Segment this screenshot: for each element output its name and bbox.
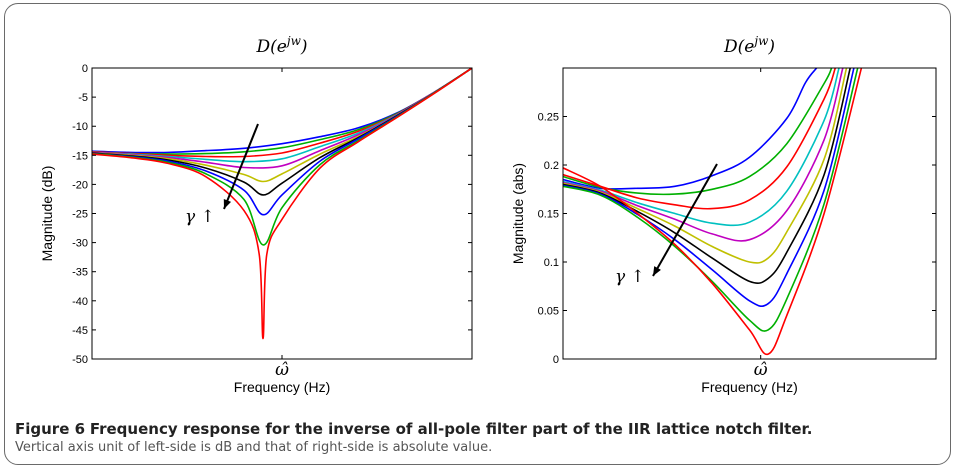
y-tick-label: -5 xyxy=(78,92,88,104)
y-tick-label: -10 xyxy=(72,121,88,133)
series-line-2 xyxy=(563,68,833,196)
chart-title: D(ejw) xyxy=(256,34,308,57)
figure-frame: D(ejw) 0 -5 -10 -15 -20 -25 -30 -35 -40 -45 -50 ω̂ Fr… xyxy=(4,3,951,465)
y-tick-label: 0 xyxy=(82,63,88,75)
y-tick-label: -40 xyxy=(72,296,88,308)
y-tick-label: 0.25 xyxy=(538,112,559,124)
y-tick-label: -50 xyxy=(72,354,88,366)
charts-area: D(ejw) 0 -5 -10 -15 -20 -25 -30 -35 -40 -45 -50 ω̂ Fr… xyxy=(5,4,950,414)
series-line-10 xyxy=(92,68,472,340)
caption-description: Vertical axis unit of left-side is dB an… xyxy=(15,440,493,455)
figure-caption: Figure 6 Frequency response for the inve… xyxy=(15,419,945,457)
y-tick-label: -45 xyxy=(72,325,88,337)
series-line-5 xyxy=(563,68,844,242)
series-line-10 xyxy=(563,68,863,356)
y-tick-label: 0 xyxy=(553,354,559,366)
series-line-8 xyxy=(92,68,472,216)
y-tick-label: -30 xyxy=(72,238,88,250)
gamma-annotation: γ ↑ xyxy=(615,267,645,287)
series-line-1 xyxy=(563,68,818,190)
series-line-1 xyxy=(92,68,472,154)
y-tick-label: 0.05 xyxy=(538,306,559,318)
y-tick-label: 0.15 xyxy=(538,209,559,221)
y-tick-label: -25 xyxy=(72,209,88,221)
x-axis-label: Frequency (Hz) xyxy=(234,379,330,395)
plot-frame xyxy=(562,67,937,360)
series-line-7 xyxy=(92,68,472,196)
series-line-8 xyxy=(563,68,855,308)
y-axis-label: Magnitude (abs) xyxy=(510,163,526,264)
x-tick-label: ω̂ xyxy=(754,360,768,380)
gamma-arrow xyxy=(223,123,259,210)
y-tick-label: 0.1 xyxy=(544,257,559,269)
gamma-arrow xyxy=(652,163,718,277)
series-line-4 xyxy=(563,68,840,227)
y-tick-label: -15 xyxy=(72,150,88,162)
plot-lines xyxy=(563,68,863,356)
gamma-annotation: γ ↑ xyxy=(185,207,215,227)
series-line-6 xyxy=(563,68,848,264)
chart-right-magnitude-abs: D(ejw) 0 0.05 0.1 0.15 0.2 0.25 ω̂Frequency (Hz… xyxy=(510,34,937,395)
plot-frame xyxy=(91,67,473,360)
chart-left-magnitude-db: D(ejw) 0 -5 -10 -15 -20 -25 -30 -35 -40 -45 -50 ω̂Fr… xyxy=(39,34,473,395)
x-tick-label: ω̂ xyxy=(275,360,289,380)
series-line-7 xyxy=(563,68,851,285)
chart-title: D(ejw) xyxy=(723,34,775,57)
y-axis-label: Magnitude (dB) xyxy=(39,166,55,262)
y-tick-label: 0.2 xyxy=(544,160,559,172)
caption-title: Frequency response for the inverse of al… xyxy=(89,420,813,438)
series-line-6 xyxy=(92,68,472,183)
plot-lines xyxy=(92,68,472,340)
gamma-arrow-head xyxy=(653,266,661,276)
y-tick-label: -20 xyxy=(72,179,88,191)
caption-figure-label: Figure 6 xyxy=(15,420,86,438)
caption-main: Figure 6 Frequency response for the inve… xyxy=(15,419,945,439)
series-line-2 xyxy=(92,68,472,155)
gamma-arrow-head xyxy=(223,199,232,209)
series-line-9 xyxy=(563,68,859,332)
series-line-3 xyxy=(563,68,837,210)
y-tick-label: -35 xyxy=(72,267,88,279)
x-axis-label: Frequency (Hz) xyxy=(701,379,797,395)
